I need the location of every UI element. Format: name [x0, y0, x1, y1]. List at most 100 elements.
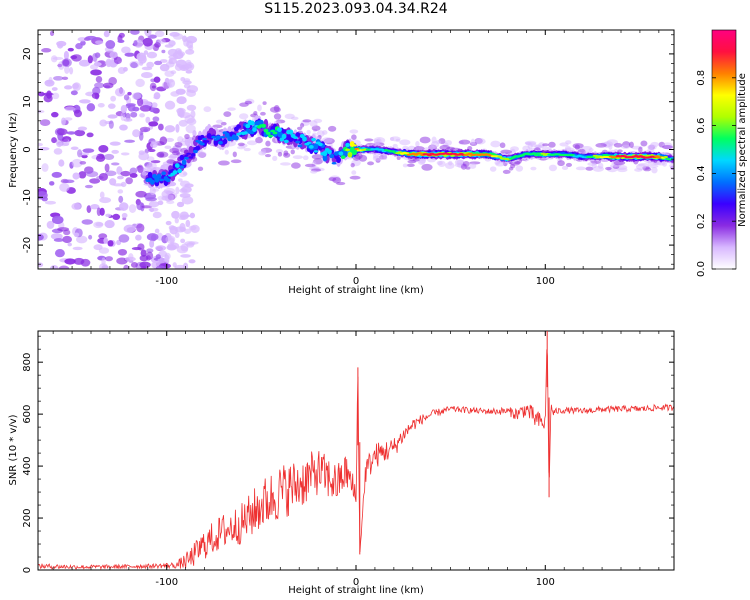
- ridge-cell: [243, 131, 248, 135]
- snr-series-line: [38, 349, 674, 570]
- ridge-halo: [349, 175, 361, 180]
- noise-blob: [142, 37, 153, 47]
- ridge-cell: [177, 168, 182, 174]
- y-tick-label: 20: [22, 48, 33, 61]
- ridge-halo: [166, 159, 175, 164]
- noise-blob: [146, 233, 159, 241]
- ridge-halo: [510, 148, 516, 155]
- noise-blob: [97, 103, 105, 108]
- noise-blob: [157, 257, 167, 264]
- ridge-halo: [530, 166, 537, 171]
- noise-blob: [109, 178, 117, 186]
- noise-blob: [99, 207, 105, 216]
- noise-blob: [146, 51, 158, 59]
- noise-blob: [48, 76, 53, 84]
- figure-title: S115.2023.093.04.34.R24: [264, 1, 448, 17]
- ridge-halo: [227, 107, 236, 111]
- ridge-halo: [284, 113, 295, 120]
- noise-blob: [49, 30, 55, 37]
- noise-blob: [88, 234, 93, 240]
- noise-blob: [140, 249, 147, 257]
- noise-blob: [174, 264, 187, 269]
- noise-blob: [108, 120, 114, 129]
- noise-blob: [81, 154, 88, 159]
- ridge-cell: [233, 135, 239, 141]
- y-tick-label: -20: [22, 237, 33, 253]
- ridge-cell: [306, 141, 312, 144]
- noise-blob: [109, 141, 121, 146]
- ridge-halo: [283, 150, 289, 156]
- ridge-halo: [336, 181, 346, 186]
- noise-blob: [96, 207, 102, 217]
- noise-blob: [38, 91, 45, 97]
- ridge-halo: [421, 163, 433, 171]
- ridge-halo: [197, 166, 204, 172]
- ridge-halo: [499, 142, 506, 149]
- noise-blob: [178, 178, 183, 182]
- ridge-halo: [238, 113, 249, 120]
- ridge-halo: [595, 143, 607, 148]
- noise-blob: [56, 40, 67, 47]
- noise-blob: [118, 234, 130, 243]
- ridge-cell: [533, 154, 539, 157]
- noise-blob: [136, 201, 144, 211]
- ridge-halo: [159, 153, 165, 158]
- ridge-halo: [152, 188, 160, 192]
- noise-blob: [174, 48, 182, 55]
- ridge-halo: [448, 160, 453, 166]
- noise-blob: [119, 202, 129, 211]
- ridge-cell: [345, 142, 351, 148]
- noise-blob: [175, 123, 180, 133]
- ridge-cell: [297, 144, 303, 148]
- ridge-cell: [268, 134, 273, 138]
- noise-blob: [131, 92, 142, 100]
- noise-blob: [157, 200, 164, 206]
- noise-blob: [171, 210, 180, 219]
- y-tick-label: 0: [22, 567, 33, 573]
- ridge-cell: [311, 137, 316, 142]
- noise-blob: [118, 195, 124, 203]
- ridge-cell: [215, 135, 221, 140]
- ridge-halo: [277, 151, 283, 157]
- ridge-cell: [172, 170, 178, 175]
- noise-blob: [42, 92, 54, 96]
- ridge-halo: [264, 154, 271, 158]
- noise-blob: [120, 112, 126, 121]
- ridge-halo: [669, 163, 674, 169]
- ridge-halo: [638, 146, 643, 153]
- noise-blob: [44, 200, 57, 205]
- noise-blob: [116, 175, 124, 180]
- noise-blob: [150, 160, 161, 164]
- noise-blob: [99, 197, 112, 204]
- noise-blob: [132, 106, 140, 112]
- noise-blob: [179, 180, 190, 188]
- noise-blob: [152, 211, 162, 219]
- ridge-halo: [255, 136, 263, 144]
- ridge-halo: [230, 159, 242, 164]
- ridge-cell: [313, 143, 319, 150]
- noise-blob: [92, 53, 98, 62]
- ridge-halo: [257, 104, 262, 112]
- ridge-halo: [629, 141, 634, 148]
- noise-blob: [86, 103, 96, 112]
- ridge-halo: [458, 139, 471, 145]
- noise-blob: [66, 131, 76, 135]
- ridge-halo: [351, 134, 357, 141]
- snr-xlabel: Height of straight line (km): [288, 585, 424, 596]
- noise-blob: [67, 242, 72, 247]
- noise-blob: [105, 213, 112, 218]
- ridge-halo: [446, 146, 455, 151]
- spectrogram-ylabel: Frequency (Hz): [8, 112, 19, 188]
- noise-blob: [107, 103, 116, 109]
- noise-blob: [86, 205, 92, 213]
- noise-blob: [175, 186, 180, 195]
- noise-blob: [138, 152, 150, 161]
- y-tick-label: 0: [22, 146, 33, 152]
- noise-blob: [98, 233, 108, 240]
- ridge-halo: [364, 138, 374, 142]
- ridge-halo: [508, 166, 514, 171]
- noise-blob: [71, 202, 81, 210]
- noise-blob: [137, 54, 147, 64]
- noise-blob: [185, 48, 195, 55]
